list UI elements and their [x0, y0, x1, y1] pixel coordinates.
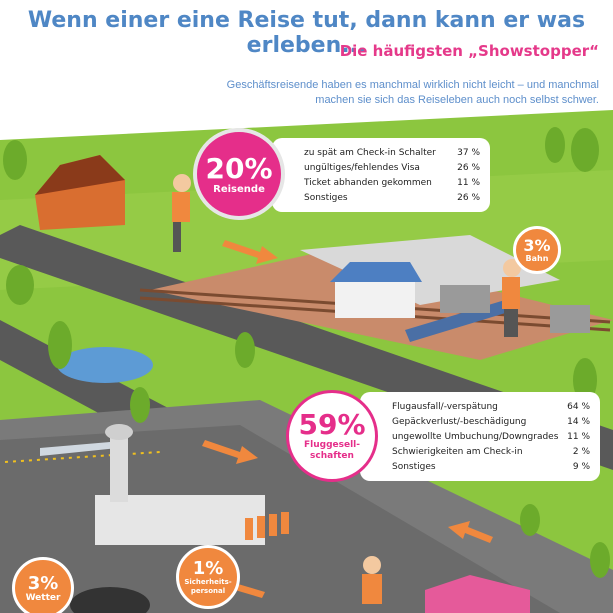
reisende-label: Reisende [213, 183, 265, 195]
sicherheitspersonal-label-line2: personal [190, 586, 226, 595]
fluggesellschaften-percent: 59% [298, 408, 366, 441]
list-item: Ticket abhanden gekommen 11 % [304, 178, 480, 188]
reisende-percent: 20% [205, 151, 273, 185]
reisende-breakdown: zu spät am Check-in Schalter 37 % ungülti… [272, 138, 490, 212]
list-item: Gepäckverlust/-beschädigung 14 % [392, 417, 590, 427]
bahn-percent: 3% [523, 236, 551, 255]
intro-text: Geschäftsreisende haben es manchmal wirk… [226, 79, 599, 106]
list-item: Schwierigkeiten am Check-in 2 % [392, 447, 590, 457]
fluggesellschaften-breakdown: Flugausfall/-verspätung 64 % Gepäckverlus… [360, 392, 600, 481]
wetter-label: Wetter [25, 592, 61, 603]
fluggesellschaften-label-line1: Fluggesell- [304, 440, 360, 450]
page-title: Wenn einer eine Reise tut, dann kann er … [27, 8, 586, 58]
sicherheitspersonal-badge: 1% Sicherheits- personal [176, 545, 240, 609]
sicherheitspersonal-label-line1: Sicherheits- [184, 577, 232, 586]
wetter-badge: 3% Wetter [12, 557, 74, 613]
page-subtitle: Die häufigsten „Showstopper“ [339, 42, 599, 60]
list-item: ungewollte Umbuchung/Downgrades 11 % [392, 432, 590, 442]
list-item: ungültiges/fehlendes Visa 26 % [304, 163, 480, 173]
fluggesellschaften-badge: 59% Fluggesell- schaften [286, 390, 378, 482]
bahn-badge: 3% Bahn [513, 226, 561, 274]
wetter-percent: 3% [27, 572, 59, 594]
bahn-label: Bahn [525, 254, 549, 263]
list-item: Sonstiges 26 % [304, 193, 480, 203]
sicherheitspersonal-percent: 1% [192, 557, 224, 579]
list-item: zu spät am Check-in Schalter 37 % [304, 148, 480, 158]
fluggesellschaften-label-line2: schaften [310, 451, 354, 461]
reisende-badge: 20% Reisende [193, 128, 285, 220]
list-item: Sonstiges 9 % [392, 462, 590, 472]
list-item: Flugausfall/-verspätung 64 % [392, 402, 590, 412]
